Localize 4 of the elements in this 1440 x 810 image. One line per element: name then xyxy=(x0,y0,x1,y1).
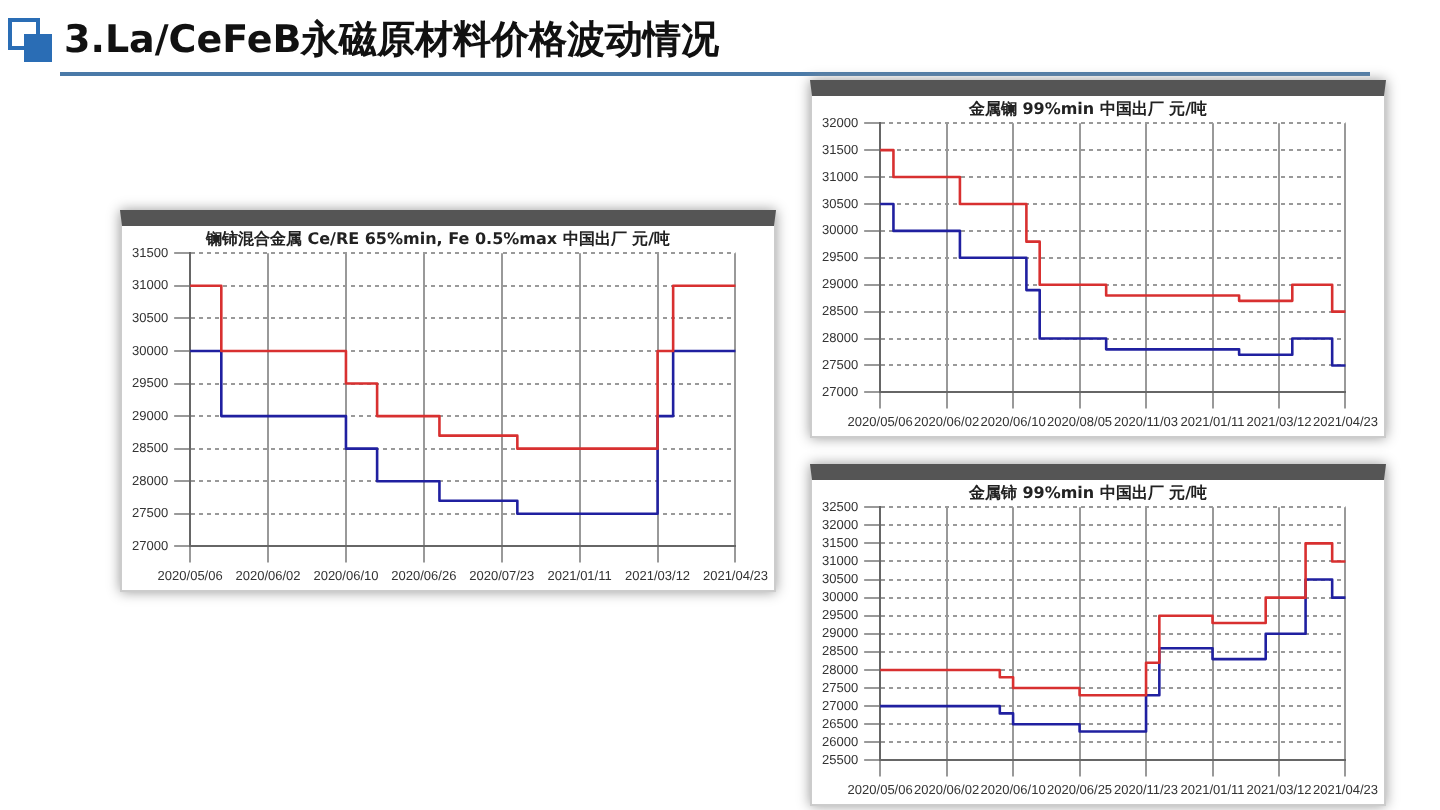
text: 3.La/CeFeB永磁原材料价格波动情况 xyxy=(64,16,720,66)
chart-title: 金属镧 99%min 中国出厂 元/吨 xyxy=(966,99,1208,118)
chart-title: 镧铈混合金属 Ce/RE 65%min, Fe 0.5%max 中国出厂 元/吨 xyxy=(203,229,671,248)
chart-title: 金属铈 99%min 中国出厂 元/吨 xyxy=(966,483,1208,502)
